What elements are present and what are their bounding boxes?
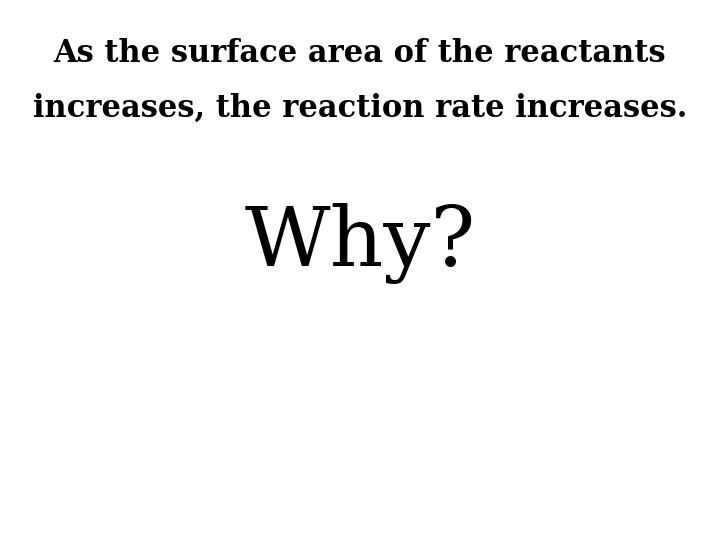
Text: increases, the reaction rate increases.: increases, the reaction rate increases. <box>33 92 687 124</box>
Text: As the surface area of the reactants: As the surface area of the reactants <box>54 38 666 70</box>
Text: Why?: Why? <box>244 202 476 284</box>
